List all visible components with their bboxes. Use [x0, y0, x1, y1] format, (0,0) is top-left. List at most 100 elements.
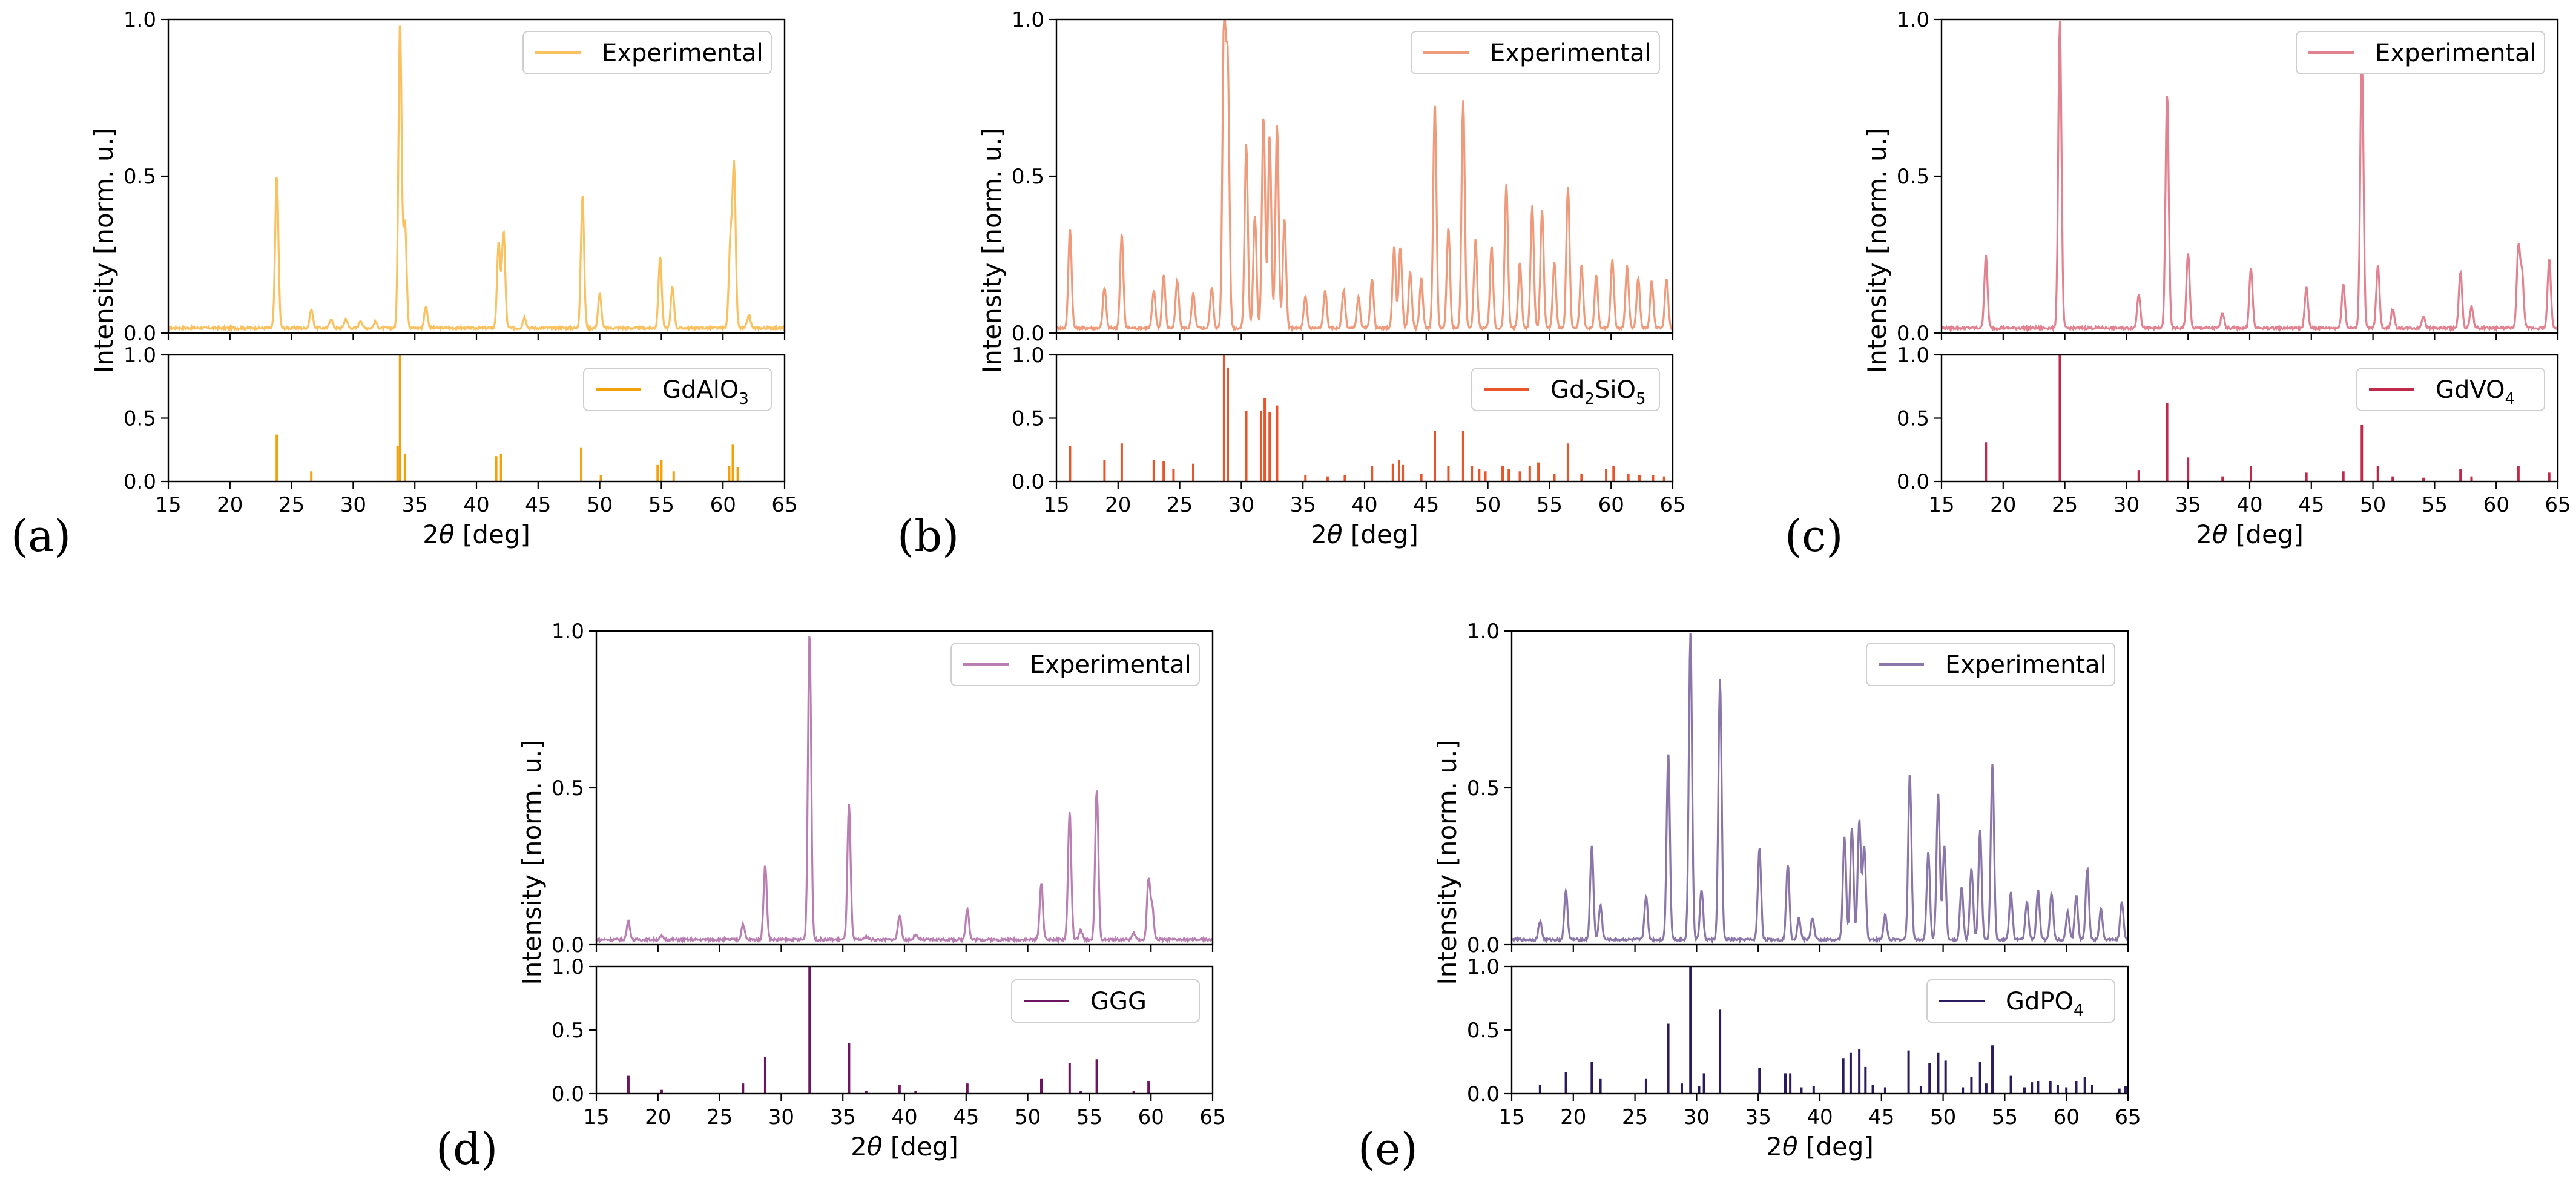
x-tick-label: 35: [1290, 493, 1316, 517]
x-tick-label: 65: [2115, 1105, 2141, 1129]
x-tick-label: 45: [1413, 493, 1439, 517]
y-tick-label: 1.0: [1012, 343, 1044, 368]
y-tick-label: 0.5: [1897, 165, 1929, 189]
y-tick-label: 0.5: [1012, 165, 1044, 189]
experimental-line: [1942, 21, 2558, 333]
y-tick-label: 0.0: [1897, 470, 1929, 494]
x-tick-label: 35: [1745, 1105, 1771, 1129]
x-tick-label: 20: [1560, 1105, 1586, 1129]
x-tick-label: 55: [2422, 493, 2448, 517]
x-tick-label: 30: [340, 493, 366, 517]
legend-box: [1866, 643, 2115, 686]
legend-label-experimental: Experimental: [1490, 39, 1652, 67]
panel-label: (a): [11, 510, 71, 561]
legend-box: [1471, 368, 1660, 411]
x-tick-label: 45: [525, 493, 551, 517]
legend-label-experimental: Experimental: [2375, 39, 2537, 67]
x-tick-label: 20: [1105, 493, 1131, 517]
x-tick-label: 20: [1990, 493, 2016, 517]
x-tick-label: 50: [1930, 1105, 1956, 1129]
x-axis-label: 2θ [deg]: [1766, 1132, 1874, 1161]
legend-label-reference: GGG: [1090, 988, 1147, 1016]
y-tick-label: 0.5: [124, 165, 156, 189]
panel-label: (c): [1785, 510, 1843, 561]
x-tick-label: 25: [707, 1105, 733, 1129]
experimental-line: [168, 25, 785, 333]
x-tick-label: 60: [2054, 1105, 2080, 1129]
x-tick-label: 30: [2113, 493, 2140, 517]
y-tick-label: 0.0: [552, 1082, 584, 1106]
legend-label-experimental: Experimental: [1030, 651, 1191, 679]
x-tick-label: 15: [1498, 1105, 1524, 1129]
experimental-line: [596, 636, 1213, 945]
x-tick-label: 60: [710, 493, 736, 517]
legend-box: [1011, 979, 1200, 1023]
y-tick-label: 0.5: [552, 1019, 584, 1043]
y-tick-label: 0.0: [1467, 933, 1500, 957]
legend-label-reference: Gd2SiO5: [1550, 376, 1645, 408]
y-axis-label: Intensity [norm. u.]: [89, 128, 119, 373]
x-tick-label: 35: [402, 493, 428, 517]
legend-box: [1411, 31, 1660, 74]
y-tick-label: 1.0: [124, 8, 156, 32]
x-tick-label: 60: [2483, 493, 2509, 517]
y-tick-label: 0.0: [552, 933, 584, 957]
y-tick-label: 0.5: [1012, 407, 1044, 431]
legend-box: [1926, 979, 2115, 1023]
x-tick-label: 45: [1868, 1105, 1894, 1129]
y-tick-label: 1.0: [1897, 343, 1929, 368]
panel-label: (d): [436, 1123, 498, 1174]
experimental-line: [1056, 19, 1673, 333]
x-tick-label: 35: [2175, 493, 2201, 517]
legend-box: [583, 368, 772, 411]
x-tick-label: 40: [1807, 1105, 1833, 1129]
x-tick-label: 15: [583, 1105, 609, 1129]
x-tick-label: 65: [1659, 493, 1685, 517]
y-tick-label: 0.5: [1467, 1019, 1500, 1043]
x-tick-label: 15: [1928, 493, 1954, 517]
legend-box: [2356, 368, 2545, 411]
chart-panel-c: 15 20 25 30 35 40 45 50 55 60 65 0.0 0.0 0.5 0.5 1.0 1.0…: [1785, 8, 2571, 561]
x-tick-label: 25: [2052, 493, 2078, 517]
x-tick-label: 45: [2298, 493, 2324, 517]
x-tick-label: 35: [830, 1105, 856, 1129]
legend-label-reference: GdPO4: [2006, 988, 2084, 1020]
y-axis-label: Intensity [norm. u.]: [517, 739, 547, 985]
x-tick-label: 55: [1076, 1105, 1102, 1129]
x-axis-label: 2θ [deg]: [423, 520, 530, 549]
x-tick-label: 15: [1043, 493, 1069, 517]
legend-label-experimental: Experimental: [602, 39, 763, 67]
y-tick-label: 0.0: [1897, 322, 1929, 346]
x-tick-label: 20: [645, 1105, 671, 1129]
x-tick-label: 50: [1475, 493, 1501, 517]
chart-panel-a: 15 20 25 30 35 40 45 50 55 60 65 0.0 0.0 0.5 0.5 1.0 1.0…: [11, 8, 798, 561]
y-axis-label: Intensity [norm. u.]: [1862, 128, 1892, 373]
y-axis-label: Intensity [norm. u.]: [1432, 739, 1462, 985]
x-axis-label: 2θ [deg]: [851, 1132, 958, 1161]
y-tick-label: 1.0: [1467, 955, 1500, 979]
x-tick-label: 40: [463, 493, 489, 517]
y-tick-label: 0.5: [1897, 407, 1929, 431]
x-tick-label: 65: [771, 493, 797, 517]
x-tick-label: 50: [2360, 493, 2386, 517]
legend-box: [522, 31, 772, 74]
y-tick-label: 1.0: [552, 955, 584, 979]
legend-box: [2296, 31, 2545, 74]
y-axis-label: Intensity [norm. u.]: [977, 128, 1007, 373]
x-tick-label: 30: [768, 1105, 794, 1129]
y-tick-label: 0.0: [124, 322, 156, 346]
x-tick-label: 50: [1015, 1105, 1041, 1129]
y-tick-label: 0.0: [1012, 470, 1044, 494]
x-tick-label: 40: [1351, 493, 1377, 517]
y-tick-label: 1.0: [1897, 8, 1929, 32]
x-axis-label: 2θ [deg]: [2196, 520, 2304, 549]
y-tick-label: 0.0: [1012, 322, 1044, 346]
chart-panel-e: 15 20 25 30 35 40 45 50 55 60 65 0.0 0.0 0.5 0.5 1.0 1.0…: [1358, 619, 2141, 1174]
x-tick-label: 45: [953, 1105, 979, 1129]
legend-box: [950, 643, 1200, 686]
x-tick-label: 55: [1992, 1105, 2018, 1129]
chart-panel-b: 15 20 25 30 35 40 45 50 55 60 65 0.0 0.0 0.5 0.5 1.0 1.0…: [897, 8, 1686, 561]
y-tick-label: 1.0: [552, 619, 584, 644]
x-tick-label: 50: [587, 493, 613, 517]
